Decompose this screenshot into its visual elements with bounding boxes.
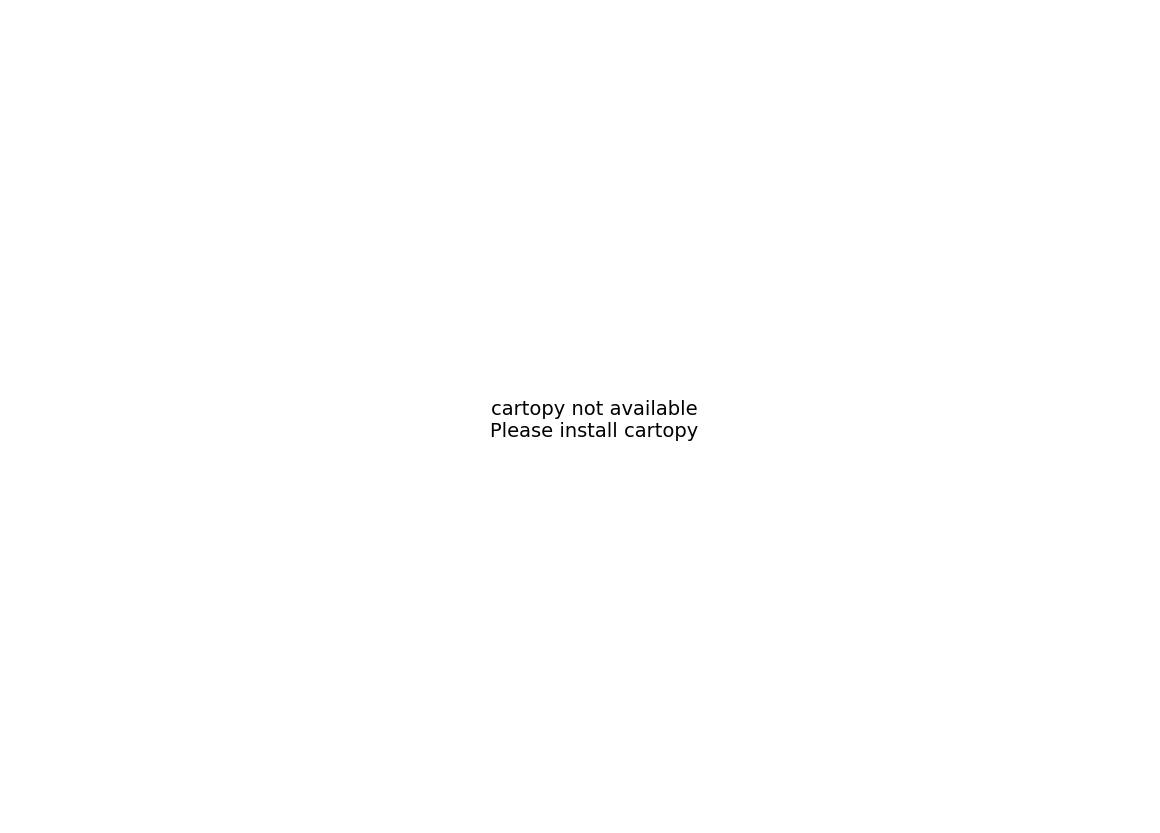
Text: cartopy not available
Please install cartopy: cartopy not available Please install car…: [491, 400, 698, 441]
